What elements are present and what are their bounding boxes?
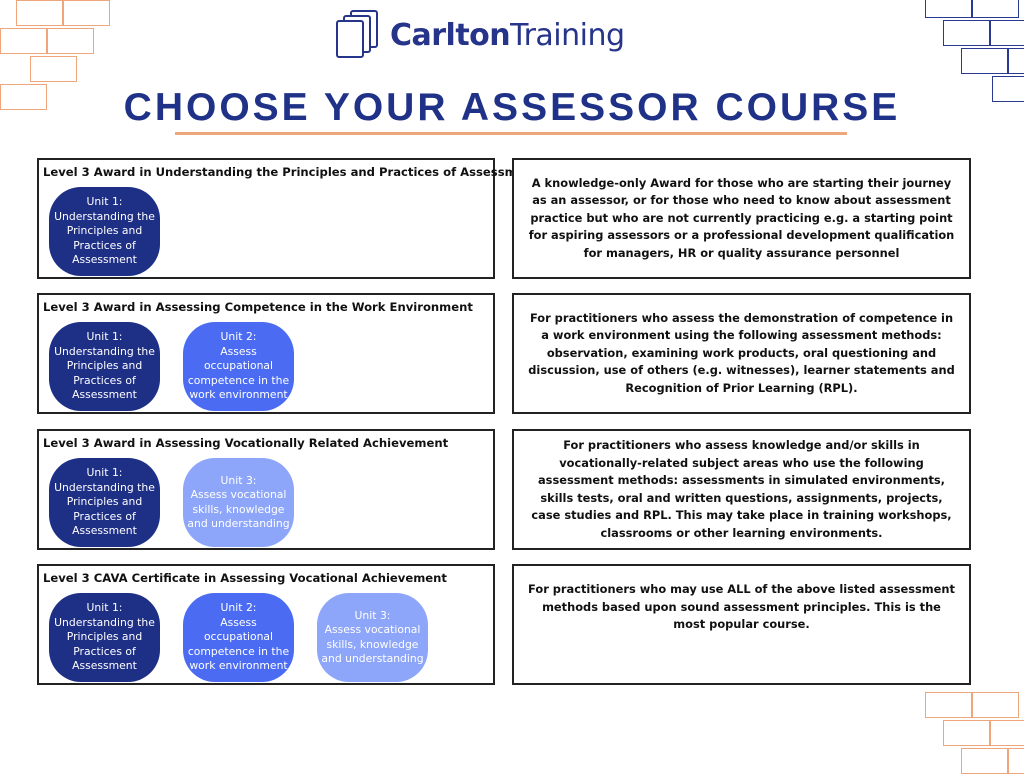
unit-badge: Unit 2: Assess occupational competence in…: [183, 593, 294, 682]
course-title: Level 3 CAVA Certificate in Assessing Vo…: [43, 571, 447, 585]
unit-text: Assess vocational skills, knowledge and …: [321, 623, 424, 665]
unit-text: Understanding the Principles and Practic…: [54, 344, 155, 402]
unit-text: Understanding the Principles and Practic…: [54, 615, 155, 673]
course-title: Level 3 Award in Assessing Competence in…: [43, 300, 473, 314]
unit-label: Unit 1:: [86, 330, 123, 344]
description-text: A knowledge-only Award for those who are…: [528, 175, 955, 260]
unit-badge: Unit 1: Understanding the Principles and …: [49, 593, 160, 682]
unit-label: Unit 1:: [86, 601, 123, 615]
page-title: CHOOSE YOUR ASSESSOR COURSE: [123, 86, 901, 129]
carlton-training-logo: CarltonTraining: [336, 10, 625, 60]
unit-text: Assess vocational skills, knowledge and …: [187, 488, 290, 530]
stacked-cards-icon: [336, 10, 380, 60]
course-description: A knowledge-only Award for those who are…: [512, 158, 971, 279]
course-box: Level 3 CAVA Certificate in Assessing Vo…: [37, 564, 495, 685]
unit-label: Unit 2:: [220, 601, 257, 615]
course-description: For practitioners who assess the demonst…: [512, 293, 971, 414]
unit-badge: Unit 1: Understanding the Principles and …: [49, 322, 160, 411]
description-text: For practitioners who assess the demonst…: [528, 310, 955, 395]
unit-label: Unit 1:: [86, 466, 123, 480]
unit-badge: Unit 1: Understanding the Principles and …: [49, 458, 160, 547]
course-box: Level 3 Award in Understanding the Princ…: [37, 158, 538, 279]
course-box: Level 3 Award in Assessing Vocationally …: [37, 429, 495, 550]
course-box: Level 3 Award in Assessing Competence in…: [37, 293, 495, 414]
unit-text: Understanding the Principles and Practic…: [54, 209, 155, 267]
unit-label: Unit 1:: [86, 195, 123, 209]
unit-label: Unit 3:: [354, 608, 391, 622]
unit-text: Understanding the Principles and Practic…: [54, 480, 155, 538]
course-title: Level 3 Award in Assessing Vocationally …: [43, 436, 449, 450]
unit-text: Assess occupational competence in the wo…: [187, 615, 290, 673]
unit-label: Unit 2:: [220, 330, 257, 344]
unit-badge: Unit 2: Assess occupational competence in…: [183, 322, 294, 411]
unit-badge: Unit 3: Assess vocational skills, knowled…: [317, 593, 428, 682]
logo-text: CarltonTraining: [390, 17, 625, 53]
unit-badge: Unit 1: Understanding the Principles and …: [49, 187, 160, 276]
title-underline: [175, 132, 847, 135]
unit-badge: Unit 3: Assess vocational skills, knowled…: [183, 458, 294, 547]
course-description: For practitioners who assess knowledge a…: [512, 429, 971, 550]
description-text: For practitioners who assess knowledge a…: [531, 438, 952, 540]
course-description: For practitioners who may use ALL of the…: [512, 564, 971, 685]
unit-label: Unit 3:: [220, 473, 257, 487]
course-title: Level 3 Award in Understanding the Princ…: [43, 165, 539, 179]
description-text: For practitioners who may use ALL of the…: [528, 582, 955, 631]
unit-text: Assess occupational competence in the wo…: [187, 344, 290, 402]
